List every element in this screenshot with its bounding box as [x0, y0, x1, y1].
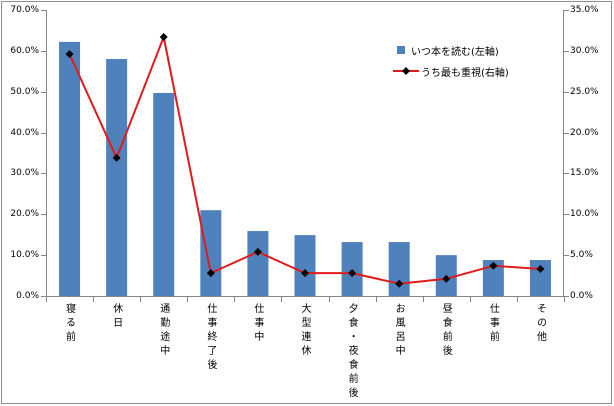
legend-line-swatch: [393, 67, 419, 75]
right-axis-tick-label-3: 15.0%: [570, 168, 599, 178]
category-label-9: 昼食前後: [440, 303, 452, 359]
bar-3: [153, 92, 175, 296]
right-axis-tick-label-6: 30.0%: [570, 46, 599, 56]
line-marker-8: [395, 279, 404, 288]
line-marker-10: [489, 261, 498, 270]
category-label-10: 仕事前: [487, 303, 499, 345]
right-axis-tick-label-0: 0.0%: [570, 291, 593, 301]
line-marker-11: [536, 265, 545, 274]
line-marker-7: [348, 269, 357, 278]
legend-diamond-marker: [402, 67, 410, 75]
left-axis-tick-label-0: 0.0%: [16, 291, 39, 301]
line-marker-1: [65, 50, 74, 59]
left-axis-tick-label-4: 40.0%: [10, 128, 39, 138]
right-axis-tick-label-7: 35.0%: [570, 5, 599, 15]
line-marker-2: [112, 153, 121, 162]
legend-item-bars: いつ本を読む(左軸): [397, 44, 499, 58]
right-axis-tick-label-2: 10.0%: [570, 209, 599, 219]
bar-1: [59, 41, 81, 296]
category-label-6: 大型連休: [299, 303, 310, 359]
category-label-2: 休日: [110, 303, 122, 331]
line-marker-3: [159, 32, 168, 41]
line-marker-9: [442, 274, 451, 283]
bar-7: [341, 242, 363, 296]
line-marker-4: [206, 269, 215, 278]
bar-2: [106, 59, 128, 297]
category-label-3: 通勤途中: [157, 303, 169, 359]
left-axis-tick-label-1: 10.0%: [10, 250, 39, 260]
legend-bar-swatch: [397, 46, 405, 54]
legend-item-line: うち最も重視(右軸): [393, 65, 509, 79]
category-label-8: お風呂中: [393, 303, 405, 359]
left-axis-tick-label-2: 20.0%: [10, 209, 39, 219]
bar-6: [294, 235, 316, 296]
bar-10: [482, 260, 504, 296]
line-marker-5: [253, 247, 262, 256]
right-axis-tick-label-5: 25.0%: [570, 87, 599, 97]
bar-4: [200, 210, 222, 296]
category-label-11: その他: [534, 303, 546, 345]
left-axis-tick-label-6: 60.0%: [10, 46, 39, 56]
line-marker-6: [301, 269, 309, 278]
legend-label-bars: いつ本を読む(左軸): [411, 46, 499, 58]
legend-label-line: うち最も重視(右軸): [421, 67, 509, 79]
category-label-5: 仕事中: [251, 303, 263, 345]
category-label-4: 仕事終了後: [204, 303, 216, 373]
category-label-7: 夕食・夜食前後: [346, 303, 358, 401]
right-axis-tick-label-1: 5.0%: [570, 250, 593, 260]
left-axis-tick-label-3: 30.0%: [10, 168, 39, 178]
left-axis-tick-label-7: 70.0%: [10, 5, 39, 15]
bar-5: [247, 231, 269, 296]
category-label-1: 寝る前: [63, 303, 75, 345]
right-axis-tick-label-4: 20.0%: [570, 128, 599, 138]
left-axis-tick-label-5: 50.0%: [10, 87, 39, 97]
